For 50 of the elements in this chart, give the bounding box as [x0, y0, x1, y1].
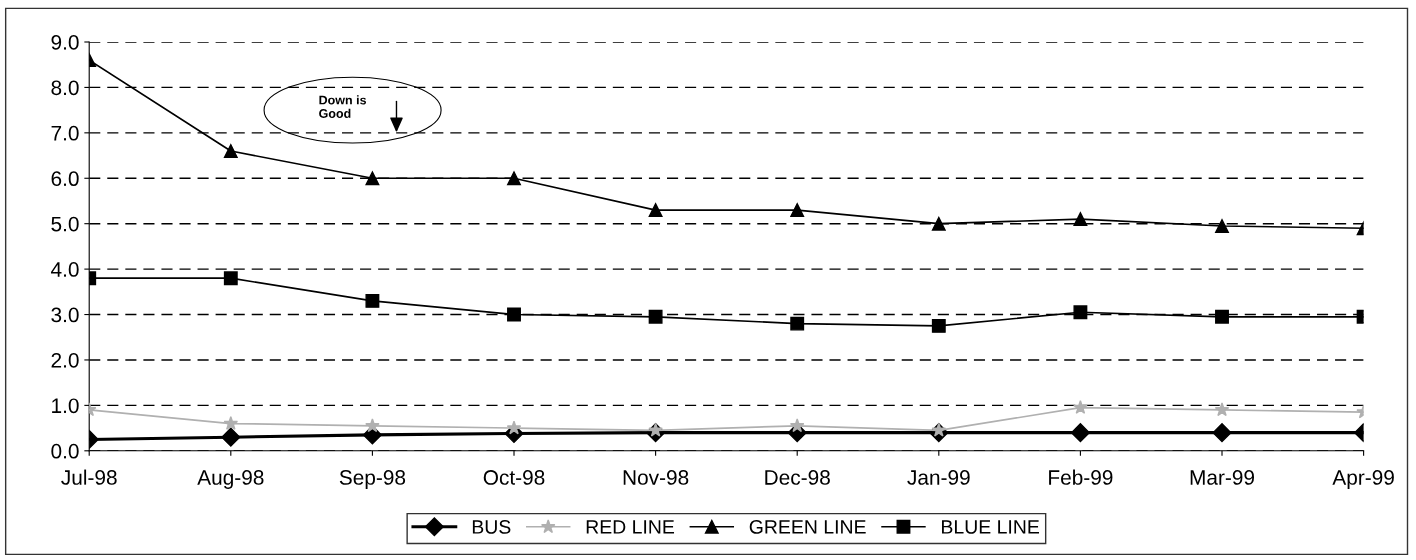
- y-tick-label: 9.0: [51, 35, 79, 50]
- point: [221, 427, 241, 447]
- legend-label: BLUE LINE: [942, 520, 1040, 534]
- point: [648, 309, 663, 324]
- point: [1212, 423, 1232, 443]
- x-tick-label: Sep-98: [339, 470, 406, 489]
- point: [365, 171, 380, 186]
- x-tick-label: Aug-98: [197, 470, 264, 489]
- x-tick-label: Dec-98: [765, 470, 830, 485]
- x-tick-label: Jan-99: [907, 470, 970, 485]
- point: [223, 144, 238, 158]
- x-tick-label: Jul-98: [61, 469, 117, 485]
- x-tick-label: Nov-98: [623, 470, 689, 485]
- legend-label: GREEN LINE: [749, 520, 866, 534]
- legend-label: BUS: [472, 520, 511, 534]
- x-tick-label: Oct-98: [483, 470, 545, 485]
- x-tick-label: Mar-99: [1190, 470, 1255, 485]
- point: [789, 418, 805, 433]
- y-tick-label: 4.0: [51, 262, 79, 277]
- point: [223, 271, 238, 286]
- point: [648, 203, 663, 218]
- x-tick-label: Apr-99: [1332, 470, 1394, 489]
- point: [1073, 212, 1088, 227]
- point: [1215, 219, 1229, 233]
- y-tick-label: 2.0: [51, 352, 79, 368]
- y-tick-label: 0.0: [51, 443, 79, 459]
- y-tick-label: 1.0: [52, 398, 79, 414]
- y-tick-label: 3.0: [51, 307, 79, 323]
- point: [790, 203, 805, 218]
- point: [507, 307, 521, 322]
- y-tick-label: 8.0: [51, 80, 79, 96]
- point: [365, 293, 380, 308]
- y-tick-label: 7.0: [51, 125, 79, 141]
- point: [1214, 402, 1230, 417]
- point: [1073, 305, 1088, 320]
- point: [1073, 400, 1088, 414]
- point: [507, 171, 521, 186]
- point: [931, 318, 946, 333]
- legend-label: RED LINE: [586, 520, 675, 534]
- point: [365, 418, 380, 433]
- y-tick-label: 6.0: [51, 171, 79, 187]
- y-tick-label: 5.0: [51, 216, 79, 232]
- point: [506, 420, 522, 435]
- annotation: Down is Good: [319, 95, 367, 118]
- point: [1215, 309, 1229, 324]
- point: [790, 316, 805, 331]
- point: [1070, 423, 1090, 443]
- point: [223, 415, 239, 430]
- point: [931, 216, 946, 231]
- x-tick-label: Feb-99: [1049, 469, 1113, 485]
